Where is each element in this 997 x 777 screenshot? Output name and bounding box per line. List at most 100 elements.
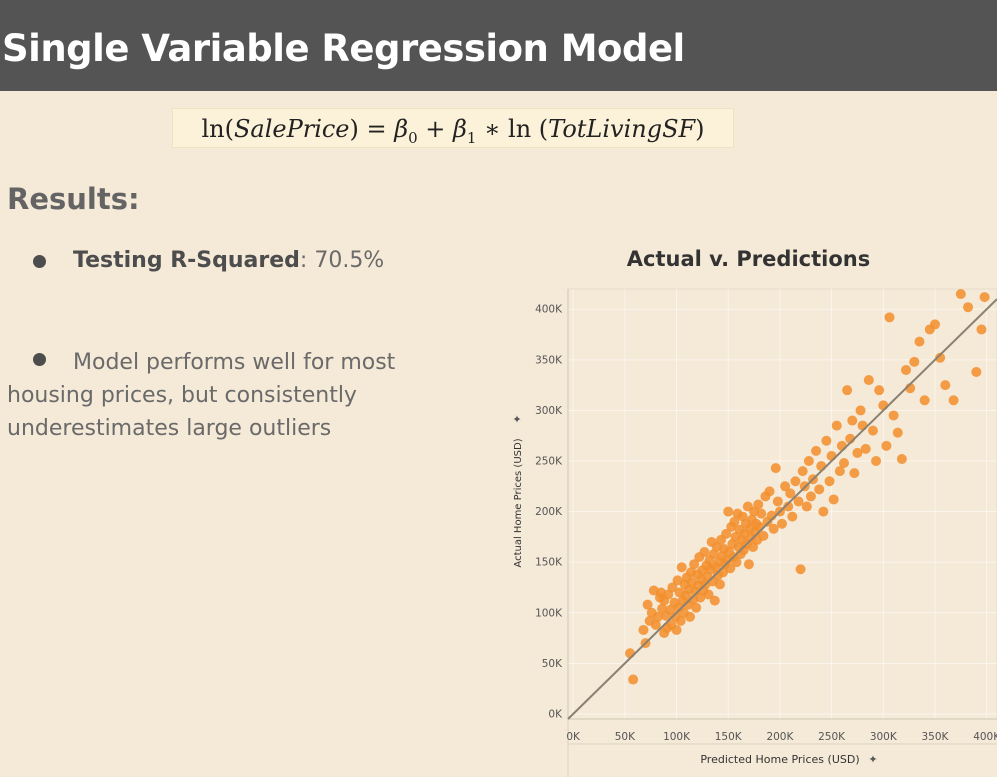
data-point <box>743 559 754 570</box>
data-point <box>892 427 903 438</box>
regression-formula: ln(SalePrice) = β0 + β1 ∗ ln (TotLivingS… <box>172 108 734 148</box>
data-point <box>801 501 812 512</box>
grid <box>568 289 997 719</box>
data-point <box>826 450 837 461</box>
data-points <box>625 289 990 685</box>
data-point <box>756 508 767 519</box>
data-point <box>852 447 863 458</box>
data-point <box>676 562 687 573</box>
results-heading: Results: <box>7 182 140 216</box>
formula-beta1: β <box>453 115 467 143</box>
data-point <box>753 499 764 510</box>
data-point <box>888 410 899 421</box>
x-tick-label: 0K <box>566 731 581 743</box>
tick-labels: 0K 50K 100K 150K 200K 250K 300K 350K 400K 0K 50K 10… <box>535 304 997 743</box>
data-point <box>919 395 930 406</box>
data-point <box>824 476 835 487</box>
formula-times-ln: ∗ ln ( <box>476 115 549 143</box>
data-point <box>731 557 742 568</box>
data-point <box>948 395 959 406</box>
data-point <box>839 458 850 469</box>
x-tick-label: 200K <box>766 731 794 743</box>
x-tick-label: 50K <box>615 731 636 743</box>
data-point <box>881 440 892 451</box>
data-point <box>914 336 925 347</box>
data-point <box>884 312 895 323</box>
data-point <box>684 611 695 622</box>
data-point <box>797 466 808 477</box>
y-tick-label: 350K <box>535 354 563 366</box>
data-point <box>929 319 940 330</box>
formula-beta0: β <box>394 115 409 143</box>
data-point <box>805 491 816 502</box>
data-point <box>723 506 734 517</box>
data-point <box>652 611 663 622</box>
bullet-icon <box>33 353 46 366</box>
data-point <box>625 648 636 659</box>
data-point <box>714 579 725 590</box>
data-point <box>834 466 845 477</box>
data-point <box>628 674 639 685</box>
data-point <box>770 463 781 474</box>
data-point <box>871 456 882 466</box>
data-point <box>814 484 825 495</box>
data-point <box>816 461 827 472</box>
data-point <box>768 523 779 534</box>
formula-rhs-close: ) <box>695 115 705 143</box>
formula-lhs-fn: ln( <box>201 115 234 143</box>
x-tick-label: 350K <box>922 731 950 743</box>
x-tick-label: 250K <box>818 731 846 743</box>
data-point <box>860 443 871 454</box>
data-point <box>729 516 740 527</box>
data-point <box>963 302 974 313</box>
data-point <box>703 589 714 600</box>
data-point <box>787 511 798 522</box>
formula-lhs-var: SalePrice <box>233 115 350 143</box>
y-tick-label: 400K <box>535 304 563 316</box>
data-point <box>863 375 874 386</box>
y-tick-label: 200K <box>535 506 563 518</box>
data-point <box>650 619 661 630</box>
data-point <box>691 602 702 613</box>
pin-icon[interactable]: ✦ <box>511 414 524 423</box>
data-point <box>667 582 678 593</box>
title-bar: Single Variable Regression Model <box>0 0 997 91</box>
data-point <box>675 615 686 626</box>
bullet-r-squared: Testing R-Squared: 70.5% <box>73 248 384 273</box>
data-point <box>836 440 847 451</box>
data-point <box>842 385 853 396</box>
page-title: Single Variable Regression Model <box>2 27 685 70</box>
data-point <box>754 521 765 532</box>
data-point <box>818 506 829 517</box>
r-squared-value: : 70.5% <box>299 248 385 273</box>
data-point <box>979 292 990 303</box>
y-axis-title: Actual Home Prices (USD) <box>513 438 524 567</box>
data-point <box>821 435 832 446</box>
data-point <box>758 530 769 541</box>
reference-line <box>567 298 997 720</box>
y-tick-label: 100K <box>535 607 563 619</box>
data-point <box>867 425 878 436</box>
data-point <box>764 486 775 497</box>
data-point <box>847 415 858 426</box>
data-point <box>790 476 801 487</box>
data-point <box>780 481 791 492</box>
data-point <box>785 488 796 499</box>
data-point <box>783 501 794 512</box>
formula-plus: + <box>417 115 454 143</box>
y-tick-label: 50K <box>542 658 563 670</box>
data-point <box>971 366 982 377</box>
y-tick-label: 150K <box>535 557 563 569</box>
data-point <box>828 494 839 505</box>
pin-icon[interactable]: ✦ <box>868 753 877 766</box>
data-point <box>699 547 710 558</box>
bullet-model-note: Model performs well for most housing pri… <box>7 346 427 445</box>
data-point <box>849 468 860 479</box>
y-tick-label: 0K <box>548 708 563 720</box>
data-point <box>721 528 732 539</box>
data-point <box>689 559 700 570</box>
data-point <box>642 599 653 610</box>
data-point <box>878 400 889 411</box>
data-point <box>955 289 966 300</box>
